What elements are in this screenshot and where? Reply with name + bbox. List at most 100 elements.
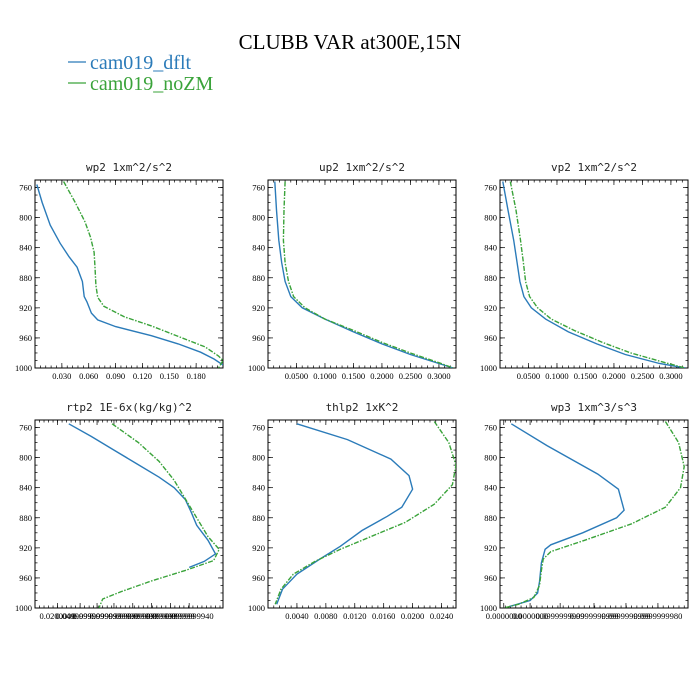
x-tick-label: 0.0160 xyxy=(372,611,395,621)
x-tick-label: 0.0500 xyxy=(517,371,540,381)
x-tick-label: 0.1000 xyxy=(545,371,568,381)
y-tick-label: 760 xyxy=(19,423,32,433)
plot-frame xyxy=(499,179,689,369)
panels-grid: wp2 1xm^2/s^2 760 800 840 880 920 960 1000 0.030… xyxy=(15,161,689,621)
x-tick-label: 0.1500 xyxy=(574,371,597,381)
y-tick-label: 960 xyxy=(484,333,497,343)
x-tick-label: 0.0240 xyxy=(430,611,453,621)
x-tick-label: 0.2000 xyxy=(370,371,393,381)
series-line-dflt xyxy=(36,184,223,366)
y-tick-label: 840 xyxy=(484,243,497,253)
series-line-nozm xyxy=(509,181,686,368)
y-tick-label: 1000 xyxy=(248,603,265,613)
x-tick-label: 0.0040 xyxy=(285,611,308,621)
y-tick-label: 760 xyxy=(252,183,265,193)
series-line-nozm xyxy=(62,181,223,368)
y-tick-label: 840 xyxy=(19,243,32,253)
x-tick-label: 0.0999999999 xyxy=(146,611,195,621)
y-tick-label: 920 xyxy=(252,303,265,313)
x-tick-label: 0.2000 xyxy=(602,371,625,381)
series-line-dflt xyxy=(509,423,625,608)
y-tick-label: 1000 xyxy=(15,363,32,373)
x-tick-label: 0.150 xyxy=(160,371,179,381)
x-tick-label: 0.090 xyxy=(106,371,125,381)
x-tick-label: 0.2500 xyxy=(399,371,422,381)
x-tick-label: 0.0120 xyxy=(343,611,366,621)
legend-label-nozm: cam019_noZM xyxy=(90,73,214,95)
y-tick-label: 800 xyxy=(252,213,265,223)
series-line-dflt xyxy=(68,423,217,569)
y-tick-label: 960 xyxy=(252,333,265,343)
x-tick-label: 0.0000000 xyxy=(512,611,548,621)
legend: cam019_dflt cam019_noZM xyxy=(68,52,214,95)
y-tick-label: 960 xyxy=(484,573,497,583)
panel-title: wp2 1xm^2/s^2 xyxy=(86,161,172,174)
series-line-dflt xyxy=(502,181,686,368)
y-tick-label: 800 xyxy=(19,213,32,223)
x-tick-label: 0.0999999999 xyxy=(602,611,651,621)
series-line-nozm xyxy=(98,423,221,608)
panel-1: wp2 1xm^2/s^2 760 800 840 880 920 960 1000 0.030… xyxy=(15,161,224,381)
x-tick-label: 0.3000 xyxy=(427,371,450,381)
x-tick-label: 0.2500 xyxy=(631,371,654,381)
plot-frame xyxy=(267,419,457,609)
x-tick-label: 0.0999999940 xyxy=(165,611,214,621)
x-tick-label: 0.180 xyxy=(187,371,206,381)
y-tick-label: 1000 xyxy=(248,363,265,373)
panel-title: wp3 1xm^3/s^3 xyxy=(551,401,637,414)
x-tick-label: 0.0000000 xyxy=(486,611,522,621)
y-tick-label: 880 xyxy=(19,273,32,283)
x-tick-label: 0.030 xyxy=(52,371,71,381)
series-line-nozm xyxy=(503,421,685,608)
panel-title: vp2 1xm^2/s^2 xyxy=(551,161,637,174)
x-tick-label: 0.0999999999 xyxy=(90,611,139,621)
panel-3: vp2 1xm^2/s^2 760 800 840 880 920 960 1000 0.050… xyxy=(480,161,689,381)
y-tick-label: 880 xyxy=(19,513,32,523)
panel-title: up2 1xm^2/s^2 xyxy=(319,161,405,174)
y-tick-label: 1000 xyxy=(480,603,497,613)
x-tick-label: 0.0999999999 xyxy=(536,611,585,621)
y-tick-label: 800 xyxy=(252,453,265,463)
plot-frame xyxy=(34,179,224,369)
panel-title: thlp2 1xK^2 xyxy=(326,401,399,414)
plot-frame xyxy=(499,419,689,609)
x-tick-label: 0.0500 xyxy=(285,371,308,381)
y-tick-label: 840 xyxy=(252,243,265,253)
x-tick-label: 0.0999999999 xyxy=(127,611,176,621)
x-tick-label: 0.0999999999 xyxy=(108,611,157,621)
y-tick-label: 960 xyxy=(19,573,32,583)
y-tick-label: 840 xyxy=(19,483,32,493)
series-line-dflt xyxy=(276,423,414,605)
y-tick-label: 880 xyxy=(484,273,497,283)
y-tick-label: 1000 xyxy=(15,603,32,613)
y-tick-label: 960 xyxy=(252,573,265,583)
x-tick-label: 0.0999999999 xyxy=(73,611,122,621)
panel-6: wp3 1xm^3/s^376080084088092096010000.000… xyxy=(480,401,689,621)
x-tick-label: 0.060 xyxy=(79,371,98,381)
x-tick-label: 0.120 xyxy=(133,371,152,381)
x-tick-label: 0.0999999999 xyxy=(570,611,619,621)
y-tick-label: 760 xyxy=(252,423,265,433)
y-tick-label: 800 xyxy=(484,213,497,223)
panel-2: up2 1xm^2/s^2 760 800 840 880 920 960 1000 0.050… xyxy=(248,161,457,381)
y-tick-label: 880 xyxy=(252,513,265,523)
plot-frame xyxy=(34,419,224,609)
y-tick-label: 920 xyxy=(19,543,32,553)
x-tick-label: 0.0080 xyxy=(314,611,337,621)
x-tick-label: 0.0200000 xyxy=(39,611,75,621)
y-tick-label: 840 xyxy=(484,483,497,493)
y-tick-label: 760 xyxy=(484,183,497,193)
series-line-nozm xyxy=(282,181,454,368)
y-tick-label: 960 xyxy=(19,333,32,343)
series-line-dflt xyxy=(274,181,454,368)
panel-title: rtp2 1E-6x(kg/kg)^2 xyxy=(66,401,192,414)
series-line-nozm xyxy=(274,421,456,605)
y-tick-label: 800 xyxy=(19,453,32,463)
legend-label-dflt: cam019_dflt xyxy=(90,52,192,74)
y-tick-label: 760 xyxy=(484,423,497,433)
y-tick-label: 920 xyxy=(484,543,497,553)
y-tick-label: 760 xyxy=(19,183,32,193)
panel-5: thlp2 1xK^2 760 800 840 880 920 960 1000 0.0040 0… xyxy=(248,401,457,621)
y-tick-label: 920 xyxy=(19,303,32,313)
